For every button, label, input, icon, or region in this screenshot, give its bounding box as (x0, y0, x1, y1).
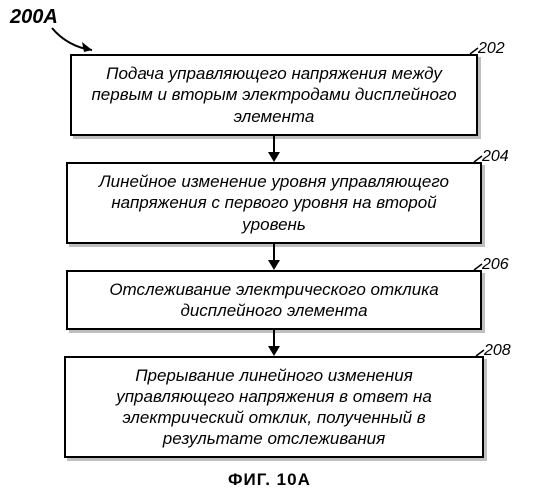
flow-step-box: Линейное изменение уровня управляющего н… (66, 162, 482, 244)
flow-step-text: Прерывание линейного изменения управляющ… (76, 365, 472, 450)
arrow-down-icon (268, 346, 280, 356)
arrow-down-icon (268, 260, 280, 270)
reference-number: 206 (482, 256, 509, 274)
reference-number: 204 (482, 148, 509, 166)
flowchart-canvas: 200A Подача управляющего напряжения межд… (0, 0, 542, 500)
arrow-down-icon (268, 152, 280, 162)
flow-step-text: Линейное изменение уровня управляющего н… (78, 171, 470, 235)
flow-step-text: Отслеживание электрического отклика дисп… (78, 279, 470, 322)
figure-caption: ФИГ. 10A (228, 470, 311, 490)
flow-step-box: Подача управляющего напряжения между пер… (70, 54, 478, 136)
reference-number: 202 (478, 40, 505, 58)
flow-step-box: Прерывание линейного изменения управляющ… (64, 356, 484, 458)
flow-step-text: Подача управляющего напряжения между пер… (82, 63, 466, 127)
flow-step-box: Отслеживание электрического отклика дисп… (66, 270, 482, 330)
reference-number: 208 (484, 342, 511, 360)
